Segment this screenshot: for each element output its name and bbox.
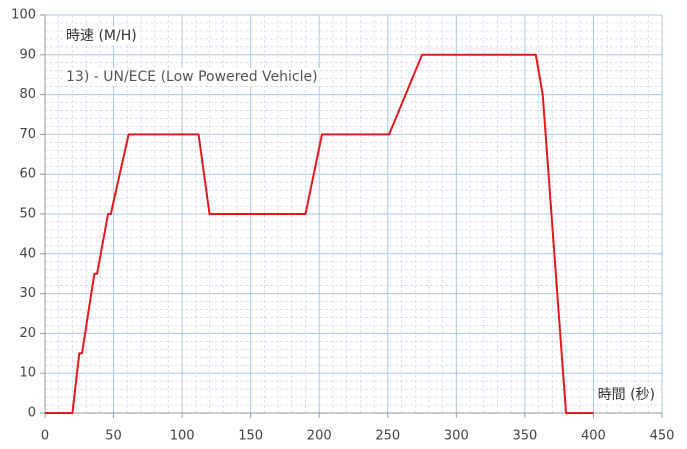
- x-tick-label: 100: [170, 429, 195, 444]
- x-tick-label: 200: [307, 429, 332, 444]
- y-tick-label: 70: [19, 127, 36, 142]
- y-tick-label: 90: [19, 47, 36, 62]
- label-background: [64, 68, 320, 86]
- y-tick-label: 10: [19, 366, 36, 381]
- x-tick-label: 350: [512, 429, 537, 444]
- chart-title: 13) - UN/ECE (Low Powered Vehicle): [66, 69, 318, 85]
- y-tick-label: 100: [11, 8, 36, 23]
- y-tick-label: 0: [28, 406, 36, 421]
- y-tick-label: 20: [19, 326, 36, 341]
- x-tick-label: 400: [581, 429, 606, 444]
- label-background: [595, 386, 657, 404]
- x-tick-label: 250: [375, 429, 400, 444]
- x-axis-label: 時間 (秒): [598, 387, 655, 403]
- x-tick-label: 50: [105, 429, 122, 444]
- x-tick-label: 450: [650, 429, 675, 444]
- y-tick-label: 40: [19, 246, 36, 261]
- x-tick-label: 300: [444, 429, 469, 444]
- y-tick-label: 30: [19, 286, 36, 301]
- y-tick-label: 80: [19, 87, 36, 102]
- x-tick-label: 150: [238, 429, 263, 444]
- x-tick-label: 0: [41, 429, 49, 444]
- data-line: [45, 53, 594, 414]
- y-axis-label: 時速 (M/H): [66, 28, 137, 44]
- label-background: [64, 27, 139, 45]
- y-tick-label: 60: [19, 167, 36, 182]
- y-tick-label: 50: [19, 207, 36, 222]
